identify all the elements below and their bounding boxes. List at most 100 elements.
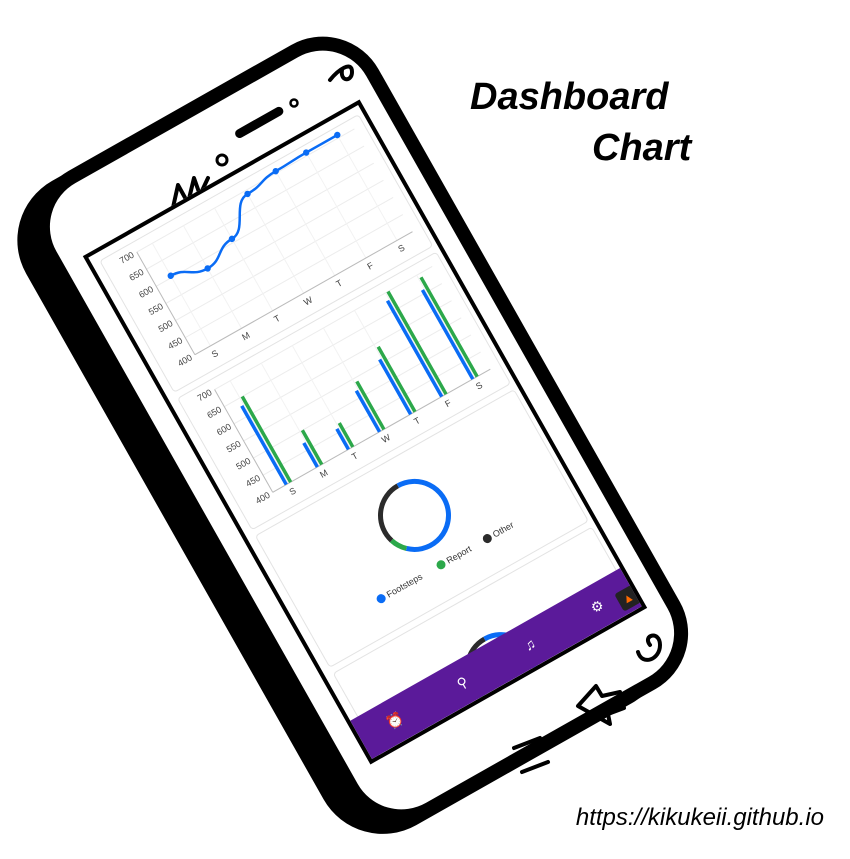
y-tick-label: 400 bbox=[176, 352, 194, 368]
x-tick-label: M bbox=[318, 468, 329, 480]
legend-label: Report bbox=[445, 543, 474, 565]
x-tick-label: S bbox=[210, 348, 220, 360]
x-tick-label: F bbox=[443, 397, 453, 409]
gridline-v bbox=[416, 274, 476, 379]
bar bbox=[355, 380, 386, 431]
bell-icon[interactable]: ♫ bbox=[521, 634, 539, 654]
x-tick-label: T bbox=[350, 450, 360, 462]
donut-slice bbox=[389, 538, 408, 551]
gridline-v bbox=[385, 292, 445, 396]
y-tick-label: 500 bbox=[157, 318, 175, 334]
menu-line-3 bbox=[520, 760, 550, 774]
y-tick-label: 650 bbox=[205, 404, 223, 420]
gear-icon[interactable]: ⚙ bbox=[587, 595, 607, 616]
x-tick-label: S bbox=[288, 485, 298, 497]
y-tick-label: 650 bbox=[127, 267, 145, 283]
speaker-slot bbox=[235, 106, 284, 139]
gridline-v bbox=[307, 155, 367, 259]
donut-slice bbox=[396, 478, 451, 552]
line-point bbox=[167, 272, 174, 279]
x-tick-label: T bbox=[334, 277, 344, 289]
donut-chart-card[interactable]: Footsteps Report Other bbox=[254, 388, 589, 669]
bar bbox=[302, 442, 319, 468]
back-button-icon bbox=[636, 633, 663, 662]
y-tick-label: 600 bbox=[137, 284, 155, 300]
y-tick-label: 500 bbox=[234, 456, 252, 472]
gridline-v bbox=[260, 362, 320, 467]
y-tick-label: 600 bbox=[215, 421, 233, 437]
y-tick-label: 450 bbox=[166, 335, 184, 351]
gridline-v bbox=[291, 345, 351, 449]
gridline-v bbox=[322, 327, 382, 431]
gridline-v bbox=[182, 225, 242, 329]
camera-icon bbox=[215, 153, 229, 167]
menu-line-1 bbox=[512, 736, 542, 750]
bar bbox=[240, 395, 293, 483]
donut-chart: Footsteps Report Other bbox=[376, 478, 516, 604]
bar bbox=[419, 276, 479, 378]
x-tick-label: S bbox=[474, 380, 484, 392]
legend-marker bbox=[376, 594, 386, 604]
swirl-icon bbox=[328, 64, 355, 82]
search-icon[interactable]: ⚲ bbox=[453, 672, 471, 692]
phone-screen[interactable]: 400 450 500 550 600 650 700 S M T W T F S 400 450 500 55… bbox=[82, 99, 648, 765]
bar bbox=[378, 358, 413, 416]
gridline-v bbox=[354, 310, 414, 414]
sensor-icon bbox=[289, 98, 299, 108]
bar bbox=[335, 427, 350, 451]
legend-label: Other bbox=[491, 520, 516, 540]
legend-marker bbox=[482, 534, 492, 544]
y-axis bbox=[214, 389, 274, 493]
x-tick-label: M bbox=[240, 330, 251, 342]
x-tick-label: W bbox=[302, 294, 315, 307]
line-point bbox=[244, 190, 251, 198]
bar bbox=[300, 429, 324, 466]
gridline-v bbox=[245, 190, 305, 294]
line-point bbox=[303, 149, 310, 156]
x-tick-label: W bbox=[380, 432, 393, 445]
x-tick-label: F bbox=[365, 260, 375, 272]
gridline-v bbox=[276, 172, 336, 276]
gridline-v bbox=[338, 137, 398, 241]
menu-line-2 bbox=[516, 748, 546, 762]
title-line-2: Chart bbox=[592, 127, 692, 169]
alarm-icon[interactable]: ⏰ bbox=[383, 709, 407, 732]
gridline bbox=[136, 128, 355, 253]
line-chart-card[interactable]: 400 450 500 550 600 650 700 S M T W T F S bbox=[99, 113, 434, 393]
bar bbox=[240, 404, 288, 486]
y-tick-label: 450 bbox=[244, 473, 262, 489]
bar bbox=[337, 422, 355, 448]
x-axis bbox=[272, 368, 491, 493]
bar bbox=[420, 289, 475, 380]
x-tick-label: T bbox=[412, 415, 422, 427]
bar bbox=[385, 299, 444, 398]
gridline-v bbox=[214, 207, 274, 312]
footer-url[interactable]: https://kikukeii.github.io bbox=[575, 804, 824, 831]
legend-label: Footsteps bbox=[385, 571, 425, 599]
bar-chart-card[interactable]: 400 450 500 550 600 650 700 S M T W T F S bbox=[176, 251, 512, 531]
donut-slice bbox=[378, 483, 400, 543]
x-tick-label: T bbox=[272, 313, 282, 325]
x-tick-label: S bbox=[396, 242, 406, 254]
line-point bbox=[334, 131, 341, 139]
line-point bbox=[228, 235, 236, 243]
title-line-1: Dashboard bbox=[470, 76, 669, 118]
bar bbox=[386, 290, 448, 396]
y-axis bbox=[136, 251, 196, 355]
y-tick-label: 550 bbox=[147, 301, 165, 317]
y-tick-label: 550 bbox=[225, 439, 243, 455]
bar bbox=[354, 389, 382, 433]
line-point bbox=[272, 167, 279, 175]
bar bbox=[376, 345, 417, 413]
x-axis bbox=[194, 231, 413, 356]
y-tick-label: 700 bbox=[196, 387, 214, 403]
line-point bbox=[204, 265, 211, 272]
y-tick-label: 400 bbox=[254, 490, 272, 506]
gridline-v bbox=[151, 243, 211, 347]
legend-marker bbox=[436, 560, 446, 570]
gridline-v bbox=[229, 380, 289, 484]
home-button-icon bbox=[576, 684, 626, 726]
y-tick-label: 700 bbox=[118, 250, 136, 266]
